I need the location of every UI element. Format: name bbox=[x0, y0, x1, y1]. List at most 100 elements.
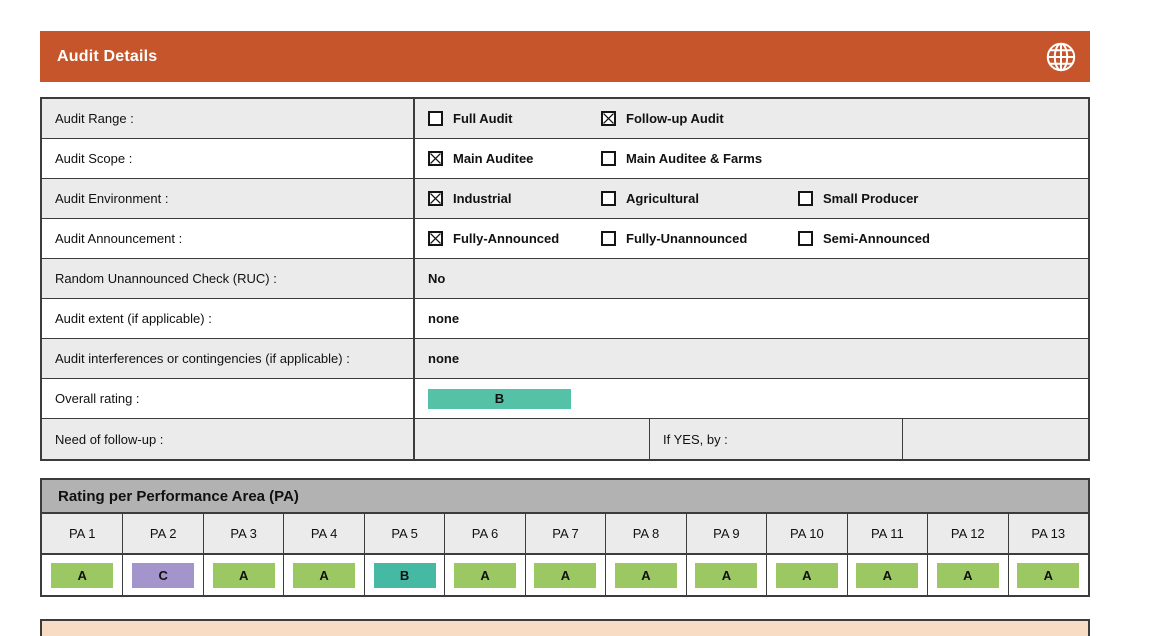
audit-details-banner: Audit Details bbox=[40, 31, 1090, 82]
audit-details-table: Audit Range : Full Audit Follow-up Audit… bbox=[40, 97, 1090, 461]
checkbox-main-auditee[interactable] bbox=[428, 151, 443, 166]
pa-section-title: Rating per Performance Area (PA) bbox=[42, 480, 1088, 514]
pa-column-header-3: PA 3 bbox=[202, 514, 283, 553]
pa-rating-cell-7: A bbox=[524, 555, 606, 595]
table-row-audit-announcement: Audit Announcement : Fully-Announced Ful… bbox=[42, 219, 1088, 259]
checkbox-label: Small Producer bbox=[823, 191, 919, 206]
pa-rating-cell-13: A bbox=[1007, 555, 1088, 595]
table-row-audit-scope: Audit Scope : Main Auditee Main Auditee … bbox=[42, 139, 1088, 179]
table-row-audit-interferences: Audit interferences or contingencies (if… bbox=[42, 339, 1088, 379]
pa-column-header-1: PA 1 bbox=[68, 526, 96, 541]
row-label: Overall rating : bbox=[42, 379, 415, 418]
option-full-audit: Full Audit bbox=[428, 111, 601, 126]
pa-rating-badge-11: A bbox=[856, 562, 919, 588]
table-row-overall-rating: Overall rating : B bbox=[42, 379, 1088, 419]
pa-rating-badge-3: A bbox=[212, 562, 275, 588]
pa-rating-cell-11: A bbox=[846, 555, 928, 595]
section-title: Audit Details bbox=[57, 47, 158, 65]
audit-extent-value: none bbox=[428, 311, 460, 326]
pa-column-header-12: PA 12 bbox=[927, 514, 1007, 553]
pa-rating-cell-12: A bbox=[927, 555, 1008, 595]
checkbox-label: Semi-Announced bbox=[823, 231, 930, 246]
checkbox-full-audit[interactable] bbox=[428, 111, 443, 126]
option-industrial: Industrial bbox=[428, 191, 601, 206]
checkbox-industrial[interactable] bbox=[428, 191, 443, 206]
table-row-audit-environment: Audit Environment : Industrial Agricultu… bbox=[42, 179, 1088, 219]
pa-rating-badge-6: A bbox=[454, 562, 517, 588]
row-label: Audit Environment : bbox=[42, 179, 415, 218]
pa-rating-cell-6: A bbox=[444, 555, 525, 595]
checkbox-label: Industrial bbox=[453, 191, 512, 206]
checkbox-label: Fully-Announced bbox=[453, 231, 560, 246]
checkbox-agricultural[interactable] bbox=[601, 191, 616, 206]
pa-column-header-4: PA 4 bbox=[283, 514, 363, 553]
globe-icon bbox=[1044, 40, 1078, 74]
pa-rating-cell-9: A bbox=[685, 555, 767, 595]
row-label: Audit Range : bbox=[42, 99, 415, 138]
pa-rating-row: A C A A B A A A A A A A A bbox=[42, 555, 1088, 595]
table-row-audit-extent: Audit extent (if applicable) : none bbox=[42, 299, 1088, 339]
pa-column-header-7: PA 7 bbox=[524, 514, 605, 553]
table-row-ruc: Random Unannounced Check (RUC) : No bbox=[42, 259, 1088, 299]
pa-rating-cell-4: A bbox=[283, 555, 364, 595]
pa-rating-cell-10: A bbox=[766, 555, 847, 595]
row-label: Audit Announcement : bbox=[42, 219, 415, 258]
if-yes-by-value-cell bbox=[903, 419, 1088, 459]
option-main-auditee-farms: Main Auditee & Farms bbox=[601, 151, 762, 166]
checkbox-label: Main Auditee bbox=[453, 151, 534, 166]
option-main-auditee: Main Auditee bbox=[428, 151, 601, 166]
row-label: Audit extent (if applicable) : bbox=[42, 299, 415, 338]
checkbox-label: Fully-Unannounced bbox=[626, 231, 748, 246]
pa-rating-badge-10: A bbox=[775, 562, 838, 588]
pa-rating-badge-2: C bbox=[132, 562, 195, 588]
pa-rating-cell-8: A bbox=[605, 555, 686, 595]
pa-rating-badge-5: B bbox=[373, 562, 436, 588]
checkbox-label: Follow-up Audit bbox=[626, 111, 724, 126]
checkbox-follow-up-audit[interactable] bbox=[601, 111, 616, 126]
option-semi-announced: Semi-Announced bbox=[798, 231, 930, 246]
if-yes-by-label: If YES, by : bbox=[663, 431, 728, 447]
row-label: Need of follow-up : bbox=[42, 419, 415, 459]
pa-rating-badge-7: A bbox=[534, 562, 597, 588]
pa-column-header-row: PA 1 PA 2 PA 3 PA 4 PA 5 PA 6 PA 7 PA 8 … bbox=[42, 514, 1088, 555]
pa-rating-badge-12: A bbox=[936, 562, 999, 588]
row-label: Audit interferences or contingencies (if… bbox=[42, 339, 415, 378]
pa-column-header-10: PA 10 bbox=[766, 514, 846, 553]
pa-rating-badge-4: A bbox=[293, 562, 356, 588]
pa-column-header-5: PA 5 bbox=[363, 514, 444, 553]
option-follow-up-audit: Follow-up Audit bbox=[601, 111, 724, 126]
overall-rating-badge: B bbox=[428, 388, 571, 409]
pa-column-header-11: PA 11 bbox=[846, 514, 927, 553]
pa-column-header-9: PA 9 bbox=[685, 514, 766, 553]
checkbox-fully-announced[interactable] bbox=[428, 231, 443, 246]
option-fully-unannounced: Fully-Unannounced bbox=[601, 231, 798, 246]
next-section-partial bbox=[40, 619, 1090, 636]
pa-rating-table: Rating per Performance Area (PA) PA 1 PA… bbox=[40, 478, 1090, 597]
checkbox-small-producer[interactable] bbox=[798, 191, 813, 206]
pa-rating-cell-5: B bbox=[363, 555, 445, 595]
table-row-need-of-follow-up: Need of follow-up : If YES, by : bbox=[42, 419, 1088, 459]
checkbox-label: Agricultural bbox=[626, 191, 699, 206]
pa-column-header-13: PA 13 bbox=[1007, 514, 1088, 553]
table-row-audit-range: Audit Range : Full Audit Follow-up Audit bbox=[42, 99, 1088, 139]
pa-rating-badge-9: A bbox=[695, 562, 758, 588]
checkbox-semi-announced[interactable] bbox=[798, 231, 813, 246]
pa-rating-badge-8: A bbox=[614, 562, 677, 588]
pa-rating-badge-1: A bbox=[51, 562, 114, 588]
pa-rating-cell-1: A bbox=[42, 555, 123, 595]
pa-column-header-2: PA 2 bbox=[122, 514, 202, 553]
pa-column-header-8: PA 8 bbox=[605, 514, 685, 553]
pa-column-header-6: PA 6 bbox=[444, 514, 524, 553]
option-small-producer: Small Producer bbox=[798, 191, 918, 206]
checkbox-label: Main Auditee & Farms bbox=[626, 151, 763, 166]
checkbox-fully-unannounced[interactable] bbox=[601, 231, 616, 246]
row-label: Random Unannounced Check (RUC) : bbox=[42, 259, 415, 298]
ruc-value: No bbox=[428, 271, 446, 286]
option-fully-announced: Fully-Announced bbox=[428, 231, 601, 246]
pa-rating-badge-13: A bbox=[1017, 562, 1080, 588]
pa-rating-cell-2: C bbox=[122, 555, 203, 595]
checkbox-label: Full Audit bbox=[453, 111, 513, 126]
checkbox-main-auditee-farms[interactable] bbox=[601, 151, 616, 166]
follow-up-value-cell bbox=[415, 419, 649, 459]
